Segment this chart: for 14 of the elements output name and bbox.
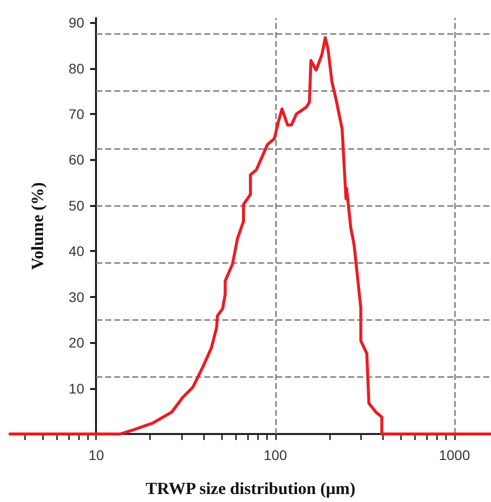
y-tick-label: 50 (68, 197, 84, 214)
y-tick-label: 20 (68, 334, 84, 351)
y-tick-label: 70 (68, 106, 84, 122)
x-tick-label: 1000 (438, 447, 470, 463)
y-tick-label: 30 (68, 288, 84, 305)
x-tick-label: 10 (88, 447, 104, 463)
y-axis-title: Volume (%) (28, 182, 48, 270)
y-tick-label: 60 (68, 152, 84, 168)
y-tick-label: 80 (68, 60, 84, 76)
y-tick-label: 10 (68, 380, 84, 396)
x-tick-label: 100 (264, 447, 288, 463)
y-tick-label: 40 (68, 243, 84, 260)
x-axis-title: TRWP size distribution (μm) (146, 479, 356, 498)
y-tick-label: 90 (68, 14, 84, 31)
